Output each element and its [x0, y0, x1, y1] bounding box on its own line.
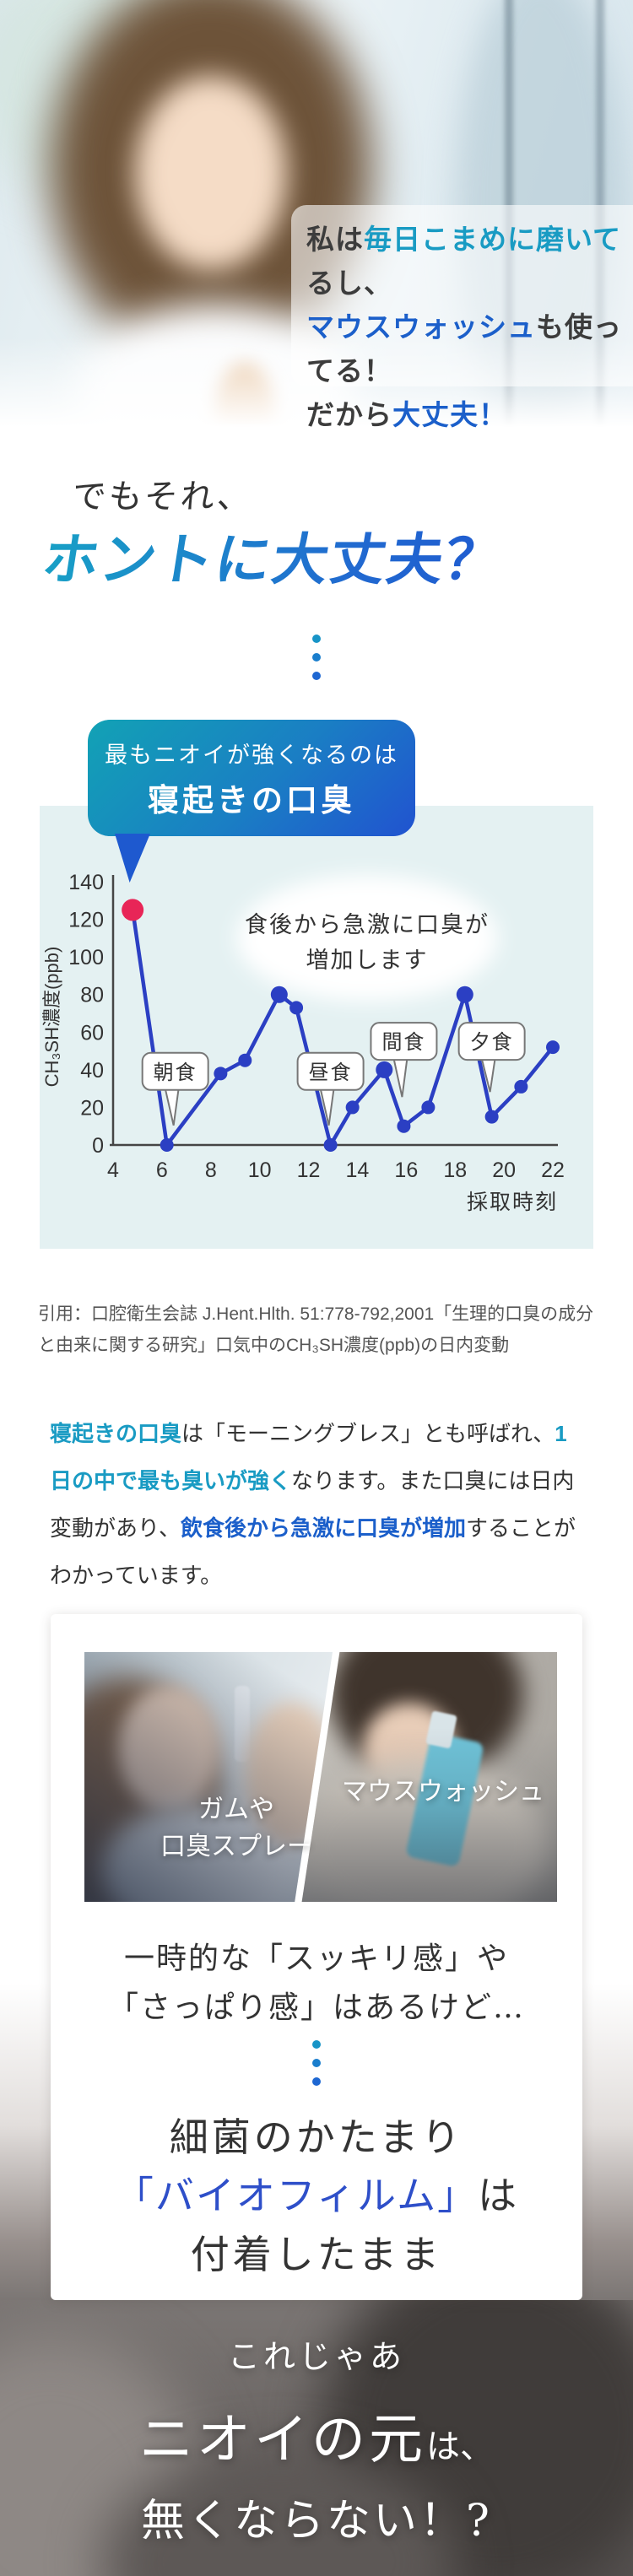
- svg-text:18: 18: [443, 1158, 467, 1182]
- dot-icon: [312, 653, 321, 662]
- svg-text:食後から急激に口臭が: 食後から急激に口臭が: [245, 912, 490, 937]
- hero-speech-line-1: 私は毎日こまめに磨いてるし、: [306, 224, 622, 299]
- footer-photo-bg: [0, 2300, 633, 2576]
- svg-text:12: 12: [297, 1158, 321, 1182]
- svg-text:8: 8: [205, 1158, 217, 1182]
- comparison-photos: ガムや 口臭スプレー マウスウォッシュ: [84, 1652, 557, 1902]
- right-photo-label: マウスウォッシュ: [342, 1777, 544, 1806]
- hero-speech-line-3: だから大丈夫！: [306, 399, 507, 430]
- svg-text:間食: 間食: [381, 1031, 425, 1054]
- svg-text:14: 14: [346, 1158, 370, 1182]
- left-label-line-2: 口臭スプレー: [160, 1832, 312, 1861]
- svg-text:100: 100: [68, 946, 104, 969]
- hero-bottom-fade: [0, 338, 633, 443]
- intro-lead: でもそれ、: [70, 478, 256, 516]
- chart-citation: 引用：口腔衛生会誌 J.Hent.Hlth. 51:778-792,2001「生…: [38, 1304, 594, 1355]
- right-photo-shade: [301, 1652, 557, 1902]
- svg-text:140: 140: [68, 871, 104, 894]
- dot-icon: [312, 635, 321, 643]
- footer-line-2: ニオイの元は、: [139, 2409, 494, 2471]
- chart-speech-bubble: 最もニオイが強くなるのは 寝起きの口臭: [88, 720, 415, 836]
- svg-text:CH₃SH濃度(ppb): CH₃SH濃度(ppb): [41, 947, 62, 1088]
- svg-text:増加します: 増加します: [306, 948, 429, 973]
- svg-text:16: 16: [394, 1158, 418, 1182]
- body-paragraph: 寝起きの口臭は「モーニングブレス」とも呼ばれ、1日の中で最も臭いが強くなります。…: [50, 1421, 576, 1588]
- bubble-line-1: 最もニオイが強くなるのは: [105, 743, 398, 769]
- dot-icon: [312, 2040, 321, 2049]
- intro-headline: ホントに大丈夫？: [37, 515, 624, 596]
- card-text-line-5: 付着したまま: [190, 2232, 443, 2277]
- left-photo-label: ガムや 口臭スプレー: [143, 1791, 329, 1866]
- hero-speech-line-2: マウスウォッシュも使ってる！: [306, 311, 622, 386]
- svg-text:4: 4: [107, 1158, 119, 1182]
- dot-icon: [312, 672, 321, 680]
- svg-text:80: 80: [80, 984, 104, 1007]
- dot-icon: [312, 2077, 321, 2086]
- svg-text:採取時刻: 採取時刻: [467, 1191, 558, 1214]
- svg-text:40: 40: [80, 1059, 104, 1083]
- svg-text:10: 10: [248, 1158, 272, 1182]
- left-photo-shade: [84, 1652, 333, 1902]
- svg-text:22: 22: [541, 1158, 565, 1182]
- svg-text:昼食: 昼食: [309, 1061, 353, 1084]
- photo-breath-spray: [84, 1652, 333, 1902]
- dot-icon: [312, 2059, 321, 2067]
- svg-text:夕食: 夕食: [470, 1031, 514, 1054]
- card-text-line-4: 「バイオフィルム」は: [114, 2173, 519, 2218]
- woman-face: [135, 76, 287, 270]
- footer-line-3: 無くならない！?: [141, 2496, 492, 2546]
- footer-line-1: これじゃあ: [227, 2338, 405, 2375]
- card-text-line-3: 細菌のかたまり: [169, 2114, 464, 2160]
- svg-text:60: 60: [80, 1021, 104, 1045]
- svg-text:朝食: 朝食: [154, 1061, 197, 1084]
- svg-text:20: 20: [492, 1158, 516, 1182]
- card-text-line-1: 一時的な「スッキリ感」や: [123, 1941, 509, 1976]
- hero-photo: 私は毎日こまめに磨いてるし、 マウスウォッシュも使ってる！ だから大丈夫！: [0, 0, 633, 443]
- card-text-line-2: 「さっぱり感」はあるけど…: [107, 1990, 525, 2025]
- svg-text:6: 6: [156, 1158, 168, 1182]
- bubble-line-2: 寝起きの口臭: [148, 781, 355, 818]
- photo-mouthwash: [301, 1652, 557, 1902]
- svg-text:120: 120: [68, 909, 104, 932]
- hero-speech-text: 私は毎日こまめに磨いてるし、 マウスウォッシュも使ってる！ だから大丈夫！: [306, 218, 627, 437]
- divider-dots-top: [0, 635, 633, 680]
- svg-text:20: 20: [80, 1096, 104, 1120]
- divider-dots-card: [0, 2040, 633, 2086]
- left-label-line-1: ガムや: [198, 1795, 274, 1824]
- svg-text:0: 0: [92, 1134, 104, 1158]
